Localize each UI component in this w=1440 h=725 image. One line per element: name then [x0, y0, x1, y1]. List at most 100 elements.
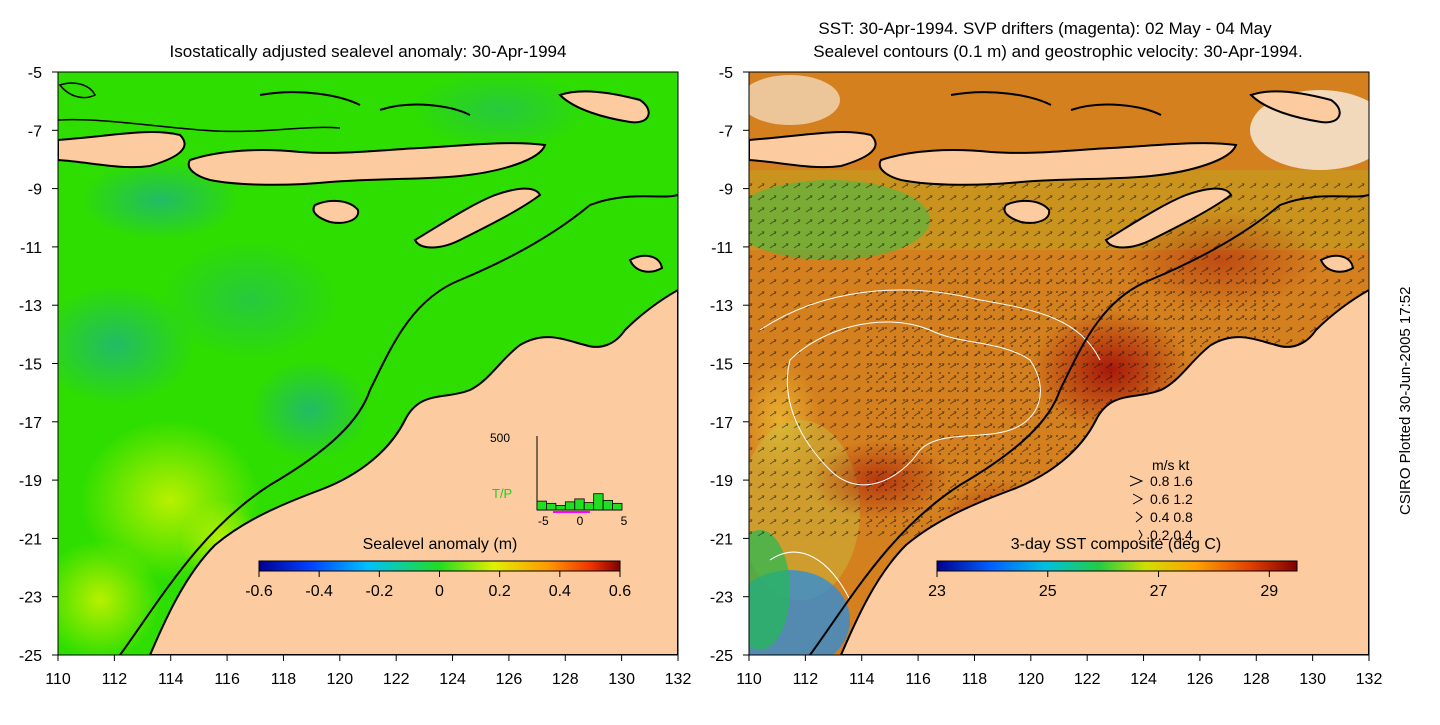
- inset-xtick-0: 0: [577, 514, 584, 528]
- right-xtick-label: 122: [1074, 671, 1101, 688]
- inset-xtick-neg5: -5: [538, 514, 549, 528]
- right-panel-title-line1: SST: 30-Apr-1994. SVP drifters (magenta)…: [818, 19, 1272, 38]
- right-ytick-label: -25: [710, 648, 733, 665]
- inset-bar: [612, 502, 623, 511]
- sla-colorbar-ticks: -0.6 -0.4 -0.2 0 0.2 0.4 0.6: [245, 571, 631, 600]
- inset-max-label: 500: [490, 431, 510, 445]
- right-map-panel: SST: 30-Apr-1994. SVP drifters (magenta)…: [710, 19, 1383, 688]
- left-ytick-label: -13: [19, 298, 42, 315]
- left-ytick-label: -25: [19, 648, 42, 665]
- sst-colorbar-tick-label: 25: [1039, 583, 1057, 600]
- left-xtick-label: 120: [326, 671, 353, 688]
- left-ytick-label: -9: [28, 182, 42, 199]
- velocity-legend: m/s kt 0.8 1.6 0.6 1.2 0.4 0.8 0.2 0.4: [1129, 457, 1193, 543]
- right-ytick-label: -5: [719, 65, 733, 82]
- inset-bar: [536, 500, 547, 511]
- right-xtick-label: 114: [849, 671, 875, 688]
- right-ytick-label: -15: [710, 357, 733, 374]
- sst-colorbar: 3-day SST composite (deg C) 23 25 27 29: [928, 536, 1298, 600]
- left-map-panel: Isostatically adjusted sealevel anomaly:…: [19, 42, 692, 688]
- sla-colorbar-tick-label: 0: [435, 583, 444, 600]
- sla-colorbar-tick-label: 0.4: [549, 583, 571, 600]
- left-panel-title: Isostatically adjusted sealevel anomaly:…: [170, 42, 567, 61]
- left-ytick-label: -21: [19, 531, 42, 548]
- right-xtick-label: 124: [1130, 671, 1157, 688]
- left-x-axis: 110 112 114 116 118 120 122 124 126 128 130 132: [45, 655, 691, 688]
- inset-xtick-5: 5: [621, 514, 628, 528]
- sla-colorbar: Sealevel anomaly (m) -0.6 -0.4 -0.2 0 0.2 0.4…: [245, 536, 631, 600]
- inset-bar: [546, 502, 557, 511]
- sst-colorbar-tick-label: 29: [1260, 583, 1278, 600]
- left-xtick-label: 122: [383, 671, 410, 688]
- left-xtick-label: 126: [496, 671, 523, 688]
- inset-series-label: T/P: [492, 486, 512, 501]
- csiro-plot-stamp: CSIRO Plotted 30-Jun-2005 17:52: [1397, 287, 1414, 515]
- velocity-legend-rows: 0.8 1.6 0.6 1.2 0.4 0.8 0.2 0.4: [1129, 473, 1193, 543]
- sla-colorbar-tick-label: 0.2: [489, 583, 511, 600]
- inset-bar: [583, 502, 595, 511]
- left-xtick-label: 110: [45, 671, 71, 688]
- left-ytick-label: -23: [19, 590, 42, 607]
- velocity-arrow-icon: [1138, 529, 1143, 541]
- sla-colorbar-tick-label: -0.2: [366, 583, 394, 600]
- inset-bar: [555, 505, 566, 511]
- inset-bar: [593, 493, 604, 511]
- left-xtick-label: 132: [665, 671, 692, 688]
- sst-colorbar-label: 3-day SST composite (deg C): [1011, 536, 1221, 553]
- inset-bars: [536, 493, 623, 511]
- left-ytick-label: -17: [19, 415, 42, 432]
- right-ytick-label: -13: [710, 298, 733, 315]
- right-ytick-label: -11: [711, 240, 733, 257]
- sla-colorbar-tick-label: -0.6: [245, 583, 273, 600]
- sst-colorbar-ticks: 23 25 27 29: [928, 571, 1278, 600]
- left-xtick-label: 118: [271, 671, 297, 688]
- left-ytick-label: -11: [20, 240, 42, 257]
- inset-bar: [602, 499, 613, 511]
- left-xtick-label: 114: [158, 671, 184, 688]
- left-xtick-label: 124: [439, 671, 466, 688]
- velocity-arrow-icon: [1135, 511, 1143, 523]
- sla-colorbar-tick-label: -0.4: [305, 583, 333, 600]
- right-xtick-label: 110: [736, 671, 762, 688]
- right-ytick-label: -21: [710, 531, 733, 548]
- left-xtick-label: 112: [102, 671, 128, 688]
- right-xtick-label: 112: [793, 671, 819, 688]
- velocity-legend-row: 0.4 0.8: [1150, 509, 1193, 525]
- right-xtick-label: 120: [1017, 671, 1044, 688]
- sst-colorbar-tick-label: 23: [928, 583, 946, 600]
- right-ytick-label: -9: [719, 182, 733, 199]
- left-xtick-label: 128: [552, 671, 579, 688]
- left-ytick-label: -7: [28, 123, 42, 140]
- velocity-arrow-icon: [1129, 475, 1144, 487]
- right-xtick-label: 132: [1356, 671, 1383, 688]
- sst-colorbar-tick-label: 27: [1150, 583, 1168, 600]
- right-map-field: [749, 72, 1369, 655]
- right-xtick-label: 126: [1187, 671, 1214, 688]
- left-y-axis: -5 -7 -9 -11 -13 -15 -17 -19 -21 -23 -25: [19, 65, 58, 665]
- left-xtick-label: 130: [608, 671, 635, 688]
- inset-bar: [574, 498, 585, 511]
- velocity-legend-row: 0.6 1.2: [1150, 491, 1193, 507]
- left-xtick-label: 116: [214, 671, 240, 688]
- right-xtick-label: 130: [1299, 671, 1326, 688]
- inset-bar: [564, 501, 576, 511]
- right-ytick-label: -17: [710, 415, 733, 432]
- right-xtick-label: 118: [962, 671, 988, 688]
- velocity-legend-header: m/s kt: [1152, 457, 1189, 473]
- left-ytick-label: -5: [28, 65, 42, 82]
- sla-colorbar-tick-label: 0.6: [609, 583, 631, 600]
- right-xtick-label: 116: [905, 671, 931, 688]
- velocity-legend-row: 0.8 1.6: [1150, 473, 1193, 489]
- velocity-arrow-icon: [1132, 493, 1144, 505]
- left-ytick-label: -15: [19, 357, 42, 374]
- right-panel-title-line2: Sealevel contours (0.1 m) and geostrophi…: [813, 42, 1302, 61]
- sla-colorbar-label: Sealevel anomaly (m): [363, 536, 518, 553]
- right-ytick-label: -19: [710, 473, 733, 490]
- left-ytick-label: -19: [19, 473, 42, 490]
- right-xtick-label: 128: [1243, 671, 1270, 688]
- right-ytick-label: -23: [710, 590, 733, 607]
- right-y-axis: -5 -7 -9 -11 -13 -15 -17 -19 -21 -23 -25: [710, 65, 749, 665]
- right-x-axis: 110 112 114 116 118 120 122 124 126 128 130 132: [736, 655, 1382, 688]
- velocity-legend-row: 0.2 0.4: [1150, 527, 1193, 543]
